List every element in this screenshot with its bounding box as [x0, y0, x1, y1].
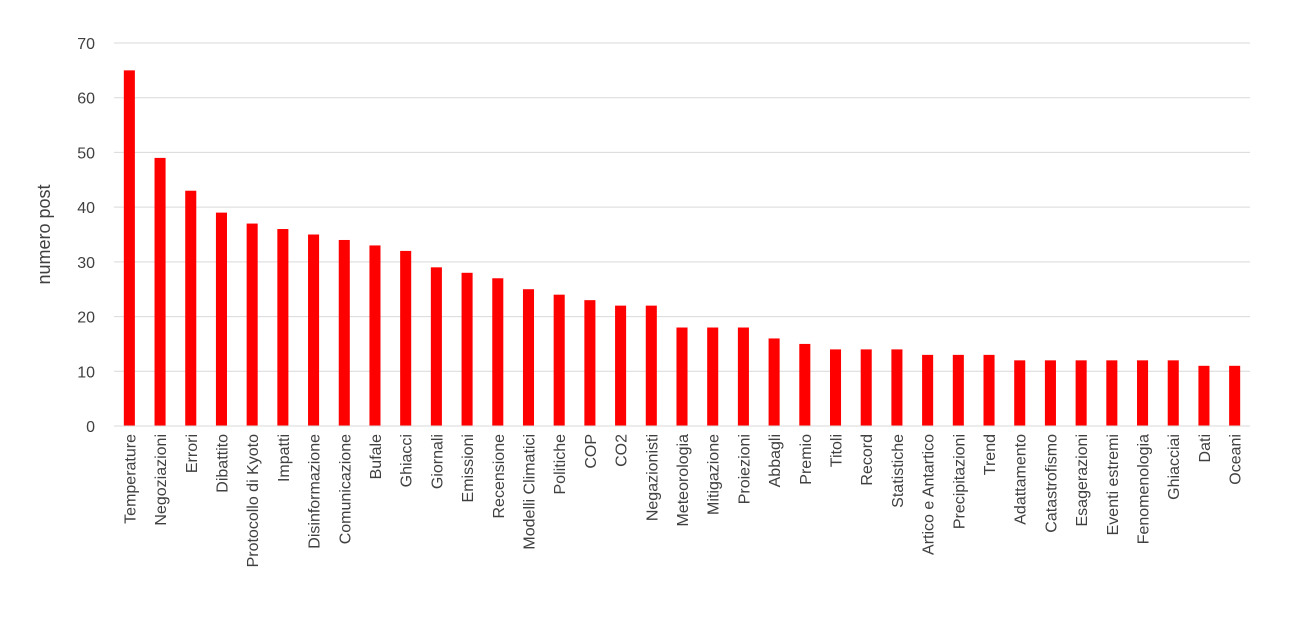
- bar-abbagli: [768, 338, 780, 426]
- x-tick-label: Temperature: [122, 434, 139, 524]
- x-tick-label: Impatti: [276, 434, 293, 482]
- bar-mitigazione: [707, 327, 719, 426]
- x-tick-label: Dati: [1197, 434, 1214, 462]
- x-tick-label: Adattamento: [1013, 434, 1030, 525]
- bar-statistiche: [891, 349, 903, 426]
- bar-cop: [584, 300, 596, 426]
- x-tick-label: Ghiacciai: [1166, 434, 1183, 500]
- x-tick-label: Comunicazione: [337, 434, 354, 544]
- bar-ghiacciai: [1167, 360, 1179, 426]
- y-tick-label: 10: [77, 364, 95, 381]
- bar-proiezioni: [737, 327, 749, 426]
- bar-co2: [615, 305, 627, 426]
- y-tick-label: 70: [77, 36, 95, 53]
- y-tick-label: 40: [77, 200, 95, 217]
- bar-titoli: [829, 349, 842, 426]
- bar-trend: [983, 354, 995, 426]
- y-tick-label: 60: [77, 91, 95, 108]
- x-tick-label: Trend: [982, 434, 999, 475]
- bar-negazionisti: [645, 305, 657, 426]
- x-tick-label: Ghiacci: [399, 434, 416, 487]
- bar-recensione: [492, 278, 504, 426]
- x-tick-label: Esagerazioni: [1074, 434, 1091, 527]
- x-tick-label: Protocollo di Kyoto: [245, 434, 262, 568]
- x-tick-label: Fenomenologia: [1136, 434, 1153, 544]
- y-tick-label: 0: [86, 419, 95, 436]
- bar-comunicazione: [338, 239, 350, 426]
- x-tick-label: Meteorologia: [675, 434, 692, 527]
- x-tick-label: Politiche: [552, 434, 569, 495]
- y-tick-label: 20: [77, 310, 95, 327]
- bar-temperature: [123, 70, 135, 426]
- x-tick-label: Recensione: [491, 434, 508, 519]
- bar-dati: [1198, 365, 1210, 426]
- bar-giornali: [430, 267, 442, 426]
- x-tick-label: Eventi estremi: [1105, 434, 1122, 535]
- x-tick-label: Giornali: [429, 434, 446, 489]
- bar-dibattito: [215, 212, 227, 426]
- y-axis-tick-labels: 0 10 20 30 40 50 60 70: [77, 36, 95, 436]
- y-axis-title: numero post: [34, 184, 54, 284]
- bar-ghiacci: [400, 250, 412, 426]
- x-tick-label: CO2: [614, 434, 631, 467]
- x-tick-label: Artico e Antartico: [921, 434, 938, 555]
- bar-disinformazione: [308, 234, 320, 426]
- y-tick-label: 30: [77, 255, 95, 272]
- bar-eventi-estremi: [1106, 360, 1118, 426]
- x-tick-label: Abbagli: [767, 434, 784, 487]
- x-tick-label: Premio: [798, 434, 815, 485]
- x-tick-label: Proiezioni: [736, 434, 753, 504]
- bar-premio: [799, 343, 811, 426]
- x-tick-label: COP: [583, 434, 600, 469]
- x-tick-label: Titoli: [829, 434, 846, 467]
- x-tick-label: Errori: [184, 434, 201, 473]
- bar-emissioni: [461, 272, 473, 426]
- bar-oceani: [1229, 365, 1241, 426]
- bar-errori: [185, 190, 197, 426]
- x-tick-label: Negazionisti: [644, 434, 661, 521]
- x-axis-tick-labels: Temperature Negoziazioni Errori Dibattito Pr…: [122, 434, 1244, 568]
- bars: [123, 70, 1241, 426]
- x-tick-label: Record: [859, 434, 876, 486]
- bar-fenomenologia: [1137, 360, 1149, 426]
- y-tick-label: 50: [77, 145, 95, 162]
- x-tick-label: Statistiche: [890, 434, 907, 508]
- bar-politiche: [553, 294, 565, 426]
- bar-precipitazioni: [952, 354, 964, 426]
- x-tick-label: Bufale: [368, 434, 385, 479]
- bar-meteorologia: [676, 327, 688, 426]
- bar-impatti: [277, 229, 289, 426]
- bar-negoziazioni: [154, 157, 166, 426]
- bar-modelli-climatici: [522, 289, 535, 426]
- bar-protocollo-di-kyoto: [246, 223, 258, 426]
- x-tick-label: Dibattito: [214, 434, 231, 493]
- bar-record: [860, 349, 872, 426]
- x-tick-label: Emissioni: [460, 434, 477, 502]
- x-tick-label: Mitigazione: [706, 434, 723, 515]
- x-tick-label: Negoziazioni: [153, 434, 170, 526]
- x-tick-label: Oceani: [1228, 434, 1245, 485]
- bar-artico-e-antartico: [922, 354, 934, 426]
- x-tick-label: Catastrofismo: [1043, 434, 1060, 533]
- bar-esagerazioni: [1075, 360, 1087, 426]
- bar-adattamento: [1014, 360, 1026, 426]
- bar-bufale: [369, 245, 381, 426]
- gridlines: [114, 42, 1250, 372]
- x-tick-label: Precipitazioni: [951, 434, 968, 529]
- x-tick-label: Modelli Climatici: [521, 434, 538, 550]
- x-tick-label: Disinformazione: [307, 434, 324, 549]
- bar-catastrofismo: [1044, 360, 1056, 426]
